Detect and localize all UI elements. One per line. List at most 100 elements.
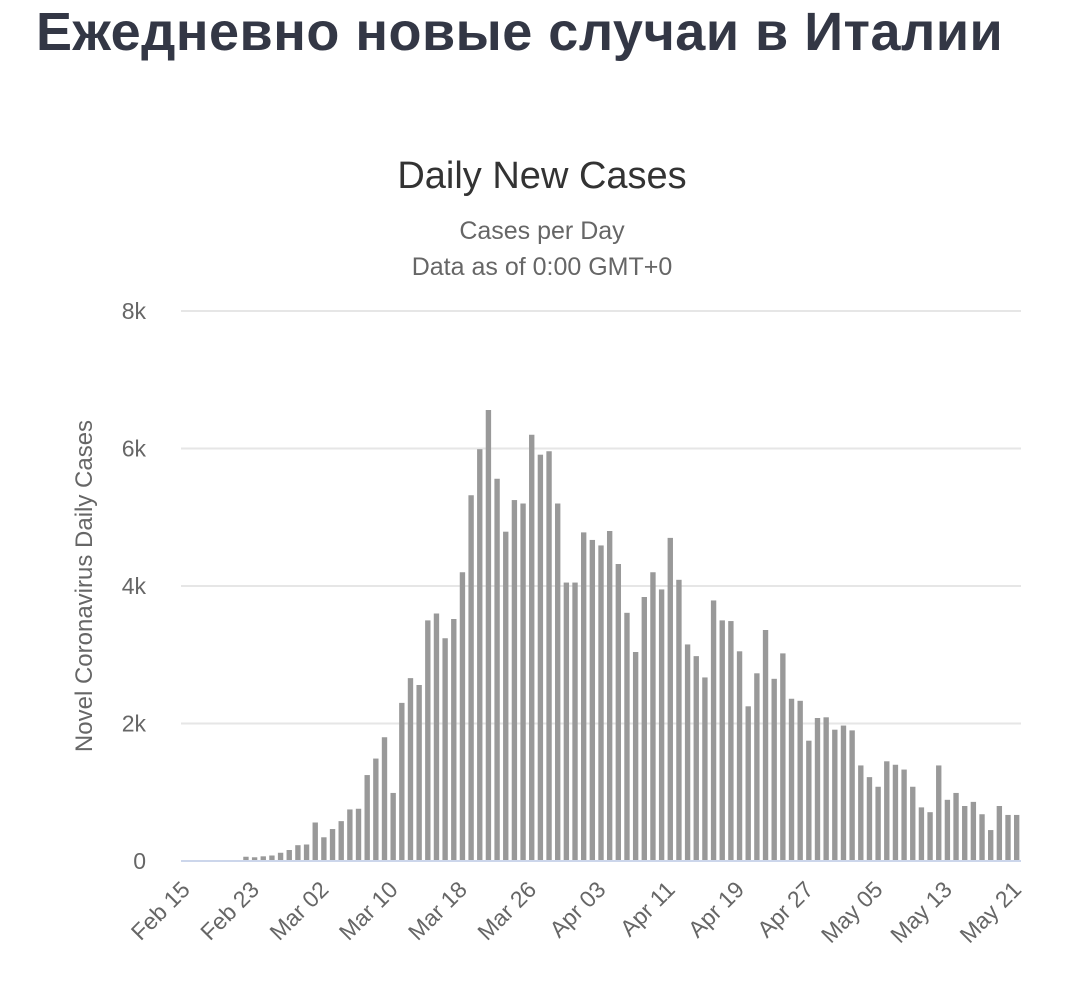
bar xyxy=(762,630,769,861)
bar xyxy=(624,612,630,861)
y-tick-label: 0 xyxy=(133,848,146,874)
bar xyxy=(295,845,301,861)
x-tick-label: Apr 27 xyxy=(752,876,818,942)
bar xyxy=(892,764,899,861)
bar xyxy=(650,572,656,861)
bar xyxy=(667,537,673,862)
bar xyxy=(425,620,431,862)
bar xyxy=(1013,814,1020,861)
chart-subtitle-line-2: Data as of 0:00 GMT+0 xyxy=(412,253,673,281)
bar xyxy=(243,856,249,861)
bar xyxy=(996,806,1003,861)
x-tick-label: May 13 xyxy=(885,876,957,948)
bar xyxy=(823,717,829,861)
chart-subtitle-line-1: Cases per Day xyxy=(459,217,625,245)
bar xyxy=(1005,814,1011,861)
bar xyxy=(494,478,500,861)
chart-title: Daily New Cases xyxy=(397,155,686,197)
x-tick-label: Mar 02 xyxy=(264,876,333,945)
bar xyxy=(676,579,682,861)
bar xyxy=(632,652,639,861)
bar xyxy=(901,769,907,861)
y-tick-label: 6k xyxy=(122,436,147,462)
bar xyxy=(555,503,561,861)
x-tick-label: Apr 03 xyxy=(544,876,610,942)
bar xyxy=(269,855,275,861)
x-tick-label: Feb 15 xyxy=(126,876,195,945)
bar xyxy=(433,613,440,861)
bar xyxy=(936,765,942,861)
bar xyxy=(979,814,985,861)
bar xyxy=(693,656,699,862)
x-tick-label: Apr 11 xyxy=(615,876,680,941)
bar xyxy=(303,844,310,861)
bar xyxy=(355,808,362,861)
bar xyxy=(806,740,812,861)
x-tick-label: May 05 xyxy=(816,876,888,948)
x-axis-ticks: Feb 15 Feb 23 Mar 02 Mar 10 Mar 18 Mar 26 Apr … xyxy=(126,876,1026,948)
y-tick-label: 8k xyxy=(122,298,147,324)
bar xyxy=(598,545,604,861)
bar xyxy=(520,503,526,861)
bar xyxy=(277,852,284,861)
bar xyxy=(858,765,864,861)
bar xyxy=(546,451,552,861)
bar xyxy=(814,718,821,861)
x-tick-label: Mar 18 xyxy=(403,876,472,945)
bar xyxy=(840,725,847,861)
bar xyxy=(910,786,916,861)
bar xyxy=(572,582,578,861)
bar xyxy=(615,564,622,861)
bar xyxy=(511,500,518,861)
bar xyxy=(788,698,795,861)
bar xyxy=(407,678,414,862)
bar xyxy=(944,799,951,861)
bar xyxy=(927,812,933,861)
bar xyxy=(251,857,258,861)
bar xyxy=(918,807,925,862)
bar xyxy=(468,495,474,861)
y-tick-label: 2k xyxy=(122,711,147,737)
page-heading: Ежедневно новые случаи в Италии xyxy=(36,2,1004,62)
bar xyxy=(962,806,968,861)
bar xyxy=(321,837,327,861)
bar xyxy=(537,454,544,861)
x-tick-label: Mar 26 xyxy=(472,876,541,945)
bar xyxy=(399,702,405,862)
bar xyxy=(442,638,448,861)
bar xyxy=(866,777,873,862)
bar xyxy=(329,829,336,861)
bar xyxy=(451,619,457,861)
bar xyxy=(832,729,838,861)
bar xyxy=(477,449,483,861)
bar xyxy=(416,685,422,861)
bar xyxy=(658,589,665,861)
bar xyxy=(364,775,370,861)
bar xyxy=(606,531,613,861)
y-axis-label: Novel Coronavirus Daily Cases xyxy=(71,420,98,752)
bar xyxy=(581,532,587,862)
bar xyxy=(338,821,344,862)
x-tick-label: May 21 xyxy=(955,876,1027,948)
x-tick-label: Mar 10 xyxy=(334,876,403,945)
bar xyxy=(884,761,890,861)
bar xyxy=(849,730,855,862)
x-tick-label: Apr 19 xyxy=(683,876,749,942)
bar xyxy=(286,850,292,861)
bar xyxy=(797,700,803,861)
bar xyxy=(459,572,466,861)
bar xyxy=(710,600,717,861)
bar xyxy=(684,644,691,861)
bar xyxy=(780,653,786,862)
bar xyxy=(563,582,570,861)
y-tick-label: 4k xyxy=(122,573,147,599)
bar xyxy=(503,531,509,861)
bars xyxy=(243,410,1020,862)
bar xyxy=(641,597,647,861)
bar xyxy=(719,620,725,862)
bar xyxy=(529,434,535,861)
bar xyxy=(485,410,492,861)
bar xyxy=(728,621,734,861)
bar xyxy=(953,792,959,861)
